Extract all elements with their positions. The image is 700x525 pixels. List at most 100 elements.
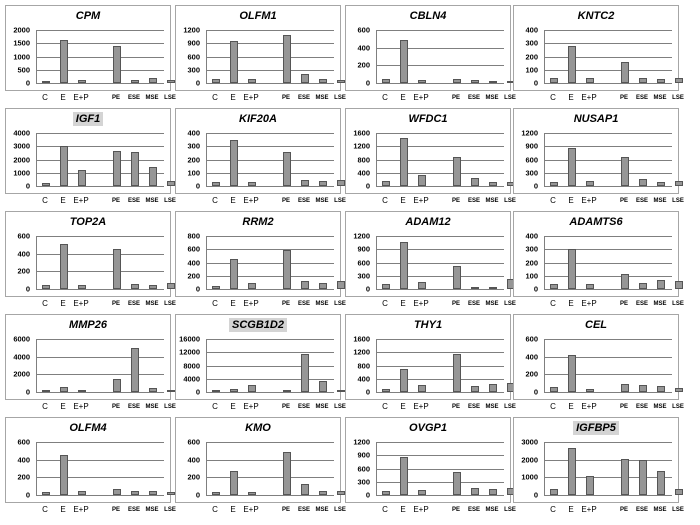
bar-mse	[657, 79, 665, 83]
x-tick-label: PE	[619, 198, 629, 204]
x-tick-label: ESE	[467, 507, 481, 513]
bar-pe	[621, 157, 629, 186]
x-tick-label: C	[42, 299, 48, 308]
x-tick-label: E	[568, 93, 574, 102]
chart-panel-top2a: TOP2A 0 200 400 600 C E E+P PE ESE MSE LSE	[5, 211, 176, 313]
y-tick-label: 200	[17, 266, 30, 276]
x-tick-label: ESE	[635, 507, 649, 513]
y-tick-label: 600	[357, 258, 370, 267]
x-tick-label: MSE	[653, 404, 667, 410]
bar-ese	[301, 353, 309, 392]
chart-frame: OVGP1 0 300 600 900 1200	[345, 417, 515, 503]
bar-e	[400, 138, 408, 186]
chart-title: OVGP1	[346, 422, 510, 434]
plot-area: 0 400 800 1200 1600	[353, 335, 515, 397]
x-tick-label: ESE	[635, 95, 649, 101]
x-tick-label: E	[230, 299, 236, 308]
bar-mse	[149, 491, 157, 495]
chart-title: MMP26	[6, 319, 170, 331]
bar-c	[212, 182, 220, 186]
chart-panel-kmo: KMO 0 200 400 600 C E E+P PE ESE MSE LSE	[175, 417, 346, 519]
chart-title: IGFBP5	[514, 421, 678, 435]
x-tick-label: E+P	[243, 505, 259, 514]
x-tick-label: ESE	[297, 404, 311, 410]
x-axis-line	[206, 495, 334, 496]
x-tick-label: E	[230, 93, 236, 102]
x-tick-label: LSE	[672, 301, 684, 307]
x-tick-label: MSE	[653, 507, 667, 513]
chart-title: IGF1	[6, 112, 170, 126]
x-tick-label: PE	[451, 95, 461, 101]
x-tick-label: LSE	[672, 95, 684, 101]
x-tick-label: C	[382, 402, 388, 411]
bar-epp	[248, 492, 256, 495]
bar-ese	[301, 73, 309, 83]
y-tick-label: 400	[525, 231, 538, 241]
bar-ese	[639, 384, 647, 392]
gridline	[36, 271, 164, 273]
x-tick-label: E+P	[73, 93, 89, 102]
bar-mse	[319, 491, 327, 495]
bar-lse	[337, 180, 345, 186]
gridline	[376, 455, 504, 457]
bar-ese	[639, 77, 647, 83]
plot-area: 0 200 400 600	[187, 438, 345, 500]
x-tick-label: MSE	[315, 95, 329, 101]
y-axis-line	[206, 442, 207, 495]
x-tick-label: LSE	[504, 198, 516, 204]
gridline	[36, 43, 164, 45]
y-tick-label: 0	[195, 490, 200, 500]
gridline	[544, 442, 672, 443]
bar-pe	[113, 378, 121, 392]
x-axis-line	[376, 83, 504, 84]
gridline	[376, 352, 504, 354]
bar-c	[382, 389, 390, 392]
x-tick-label: C	[42, 93, 48, 102]
y-tick-label: 1200	[353, 231, 370, 241]
bar-c	[212, 390, 220, 392]
x-tick-label: MSE	[315, 404, 329, 410]
x-tick-label: PE	[111, 507, 121, 513]
gridline	[36, 172, 164, 174]
bar-mse	[489, 488, 497, 495]
x-tick-label: MSE	[315, 198, 329, 204]
y-tick-label: 600	[17, 437, 30, 447]
chart-title: CBLN4	[346, 10, 510, 22]
chart-panel-adam12: ADAM12 0 300 600 900 1200 C E E+P PE ESE MSE LSE	[345, 211, 516, 313]
bar-epp	[78, 390, 86, 392]
x-tick-label: LSE	[504, 95, 516, 101]
chart-title-text: WFDC1	[408, 113, 448, 125]
y-axis-line	[376, 442, 377, 495]
x-tick-label: E	[60, 93, 66, 102]
y-axis-line	[206, 30, 207, 83]
bar-mse	[319, 181, 327, 186]
x-tick-label: PE	[451, 507, 461, 513]
y-axis-line	[376, 236, 377, 289]
gridline	[36, 133, 164, 134]
bar-ese	[131, 151, 139, 186]
bar-epp	[418, 385, 426, 392]
y-tick-label: 100	[525, 65, 538, 75]
x-tick-label: MSE	[145, 301, 159, 307]
bar-pe	[453, 265, 461, 289]
y-tick-label: 1200	[353, 347, 370, 357]
bar-mse	[657, 280, 665, 289]
gridline	[544, 30, 672, 31]
y-tick-label: 0	[533, 490, 538, 500]
gridline	[206, 477, 334, 479]
y-axis-line	[376, 30, 377, 83]
y-tick-label: 600	[17, 231, 30, 241]
x-tick-label: MSE	[653, 95, 667, 101]
y-tick-label: 300	[525, 38, 538, 48]
x-tick-label: C	[212, 505, 218, 514]
x-tick-label: ESE	[635, 198, 649, 204]
chart-panel-thy1: THY1 0 400 800 1200 1600 C E E+P PE ESE MSE LSE	[345, 314, 516, 416]
x-axis-line	[36, 495, 164, 496]
y-tick-label: 400	[187, 455, 200, 465]
x-axis-line	[544, 186, 672, 187]
bar-e	[400, 241, 408, 289]
y-axis-line	[206, 339, 207, 392]
bar-c	[550, 181, 558, 186]
x-axis-line	[544, 392, 672, 393]
chart-panel-scgb1d2: SCGB1D2 0 4000 8000 12000 16000 C E E+P PE ESE MSE L…	[175, 314, 346, 416]
